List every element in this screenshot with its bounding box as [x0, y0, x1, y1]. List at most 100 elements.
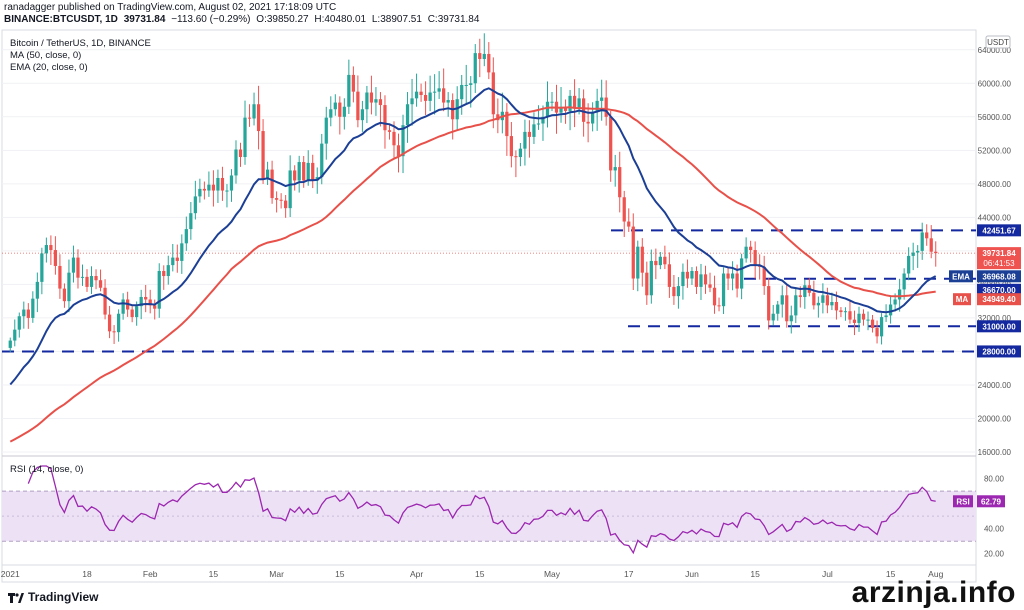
- time-tick-label: 15: [750, 569, 760, 579]
- candle: [49, 235, 53, 265]
- watermark-text: arzinja.info: [851, 576, 1016, 609]
- time-tick-label: Jun: [685, 569, 699, 579]
- candle-body: [392, 131, 396, 146]
- candle: [274, 191, 279, 213]
- candle-body: [311, 162, 315, 181]
- candle: [8, 337, 12, 353]
- candle: [297, 155, 301, 193]
- candle: [803, 279, 807, 309]
- level-top-tag-text: 42451.67: [982, 226, 1016, 235]
- candle-body: [293, 170, 297, 181]
- candle-body: [767, 286, 771, 321]
- candle-body: [857, 313, 861, 323]
- candle: [478, 38, 482, 78]
- candle: [618, 151, 622, 213]
- candle-body: [306, 162, 310, 181]
- candle: [663, 245, 667, 270]
- candle: [171, 243, 175, 272]
- candle: [758, 254, 762, 280]
- candle: [694, 266, 699, 294]
- time-tick-label: 15: [209, 569, 219, 579]
- level-mid-tag-box: [977, 283, 1021, 296]
- candle: [338, 96, 342, 135]
- candle-body: [338, 102, 342, 117]
- ema-value-tag-box: [977, 270, 1021, 283]
- candle: [712, 275, 717, 314]
- time-tick-label: Mar: [269, 569, 284, 579]
- rsi-value-tag: 62.79: [977, 495, 1005, 508]
- ohlc-line: BINANCE:BTCUSDT, 1D 39731.84 −113.60 (−0…: [4, 14, 479, 26]
- time-tick-label: 17: [624, 569, 634, 579]
- candle-body: [577, 98, 581, 109]
- candle: [627, 208, 631, 232]
- price-tag-countdown: 06:41:53: [983, 259, 1015, 268]
- candles: [8, 33, 938, 353]
- candle: [243, 100, 247, 165]
- price-tick-label: 48000.00: [978, 180, 1012, 189]
- candle-body: [785, 295, 789, 322]
- candle-body: [166, 265, 170, 277]
- candle: [780, 285, 784, 318]
- candle: [383, 95, 387, 149]
- candle: [464, 64, 468, 104]
- candle: [202, 181, 207, 200]
- candle-body: [175, 257, 179, 261]
- currency-box: [985, 35, 1011, 49]
- candle-body: [189, 213, 193, 230]
- candle-body: [17, 316, 21, 330]
- price-change: −113.60 (−0.29%): [171, 14, 251, 25]
- price-tick-label: 16000.00: [978, 448, 1012, 457]
- candle: [645, 261, 649, 305]
- candle-body: [690, 270, 694, 279]
- tradingview-brand[interactable]: TradingView: [8, 590, 98, 604]
- price-tick-label: 64000.00: [978, 46, 1012, 55]
- candle-body: [44, 245, 48, 254]
- candle-body: [753, 250, 757, 266]
- rsi-name-tag: RSI: [953, 495, 973, 508]
- candle-body: [94, 276, 98, 281]
- candle-body: [794, 295, 798, 316]
- candle-body: [26, 309, 30, 318]
- candle-body: [825, 295, 830, 306]
- candle-body: [636, 246, 640, 279]
- candle-body: [631, 226, 635, 279]
- candle-body: [8, 340, 12, 348]
- moving-averages: [9, 87, 937, 443]
- candle-body: [852, 319, 857, 323]
- candle-body: [220, 177, 225, 191]
- candle-body: [202, 188, 207, 191]
- ema-name-tag-box: [949, 270, 973, 283]
- candle: [166, 255, 170, 285]
- candle-body: [347, 74, 351, 107]
- candle-body: [478, 53, 482, 59]
- candle-body: [85, 276, 89, 287]
- candle-body: [356, 91, 360, 121]
- last-price: 39731.84: [123, 14, 166, 25]
- candle-body: [559, 106, 563, 113]
- candle-body: [396, 145, 401, 157]
- candle-body: [893, 299, 897, 305]
- candle: [721, 267, 726, 314]
- candle: [252, 92, 256, 126]
- candle-body: [482, 53, 486, 59]
- candle: [396, 133, 401, 173]
- candle-body: [22, 309, 26, 317]
- candle: [392, 121, 396, 159]
- candle: [690, 267, 694, 285]
- candle-body: [586, 121, 590, 124]
- price-tick-label: 56000.00: [978, 113, 1012, 122]
- candle: [162, 265, 166, 290]
- candle-body: [581, 98, 586, 122]
- candle: [825, 287, 830, 314]
- candle-body: [148, 299, 152, 306]
- candle-body: [622, 197, 626, 222]
- level-28-tag-text: 28000.00: [982, 347, 1016, 356]
- time-tick-label: Aug: [928, 569, 943, 579]
- candle-body: [735, 273, 739, 289]
- candle: [473, 44, 477, 93]
- level-mid-tag: 36670.00: [977, 283, 1021, 296]
- candle-body: [360, 109, 365, 121]
- candle-body: [469, 83, 473, 85]
